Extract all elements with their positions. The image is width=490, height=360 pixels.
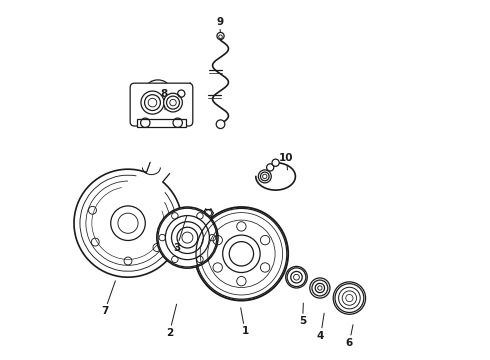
- Text: 3: 3: [173, 216, 187, 253]
- FancyBboxPatch shape: [130, 83, 193, 126]
- Text: 5: 5: [299, 303, 306, 326]
- Text: 4: 4: [317, 313, 324, 341]
- Circle shape: [217, 32, 224, 40]
- Circle shape: [333, 282, 366, 314]
- Text: 1: 1: [241, 308, 248, 336]
- Text: 9: 9: [216, 17, 223, 37]
- Text: 8: 8: [160, 89, 168, 110]
- Text: 2: 2: [166, 304, 176, 338]
- Circle shape: [310, 278, 330, 298]
- Circle shape: [258, 170, 271, 183]
- Text: 10: 10: [279, 153, 294, 170]
- Circle shape: [272, 159, 279, 166]
- Bar: [137, 119, 186, 127]
- Circle shape: [141, 91, 164, 114]
- Text: 6: 6: [346, 325, 353, 348]
- Circle shape: [286, 266, 307, 288]
- Circle shape: [164, 93, 182, 112]
- Circle shape: [216, 120, 225, 129]
- Circle shape: [157, 207, 218, 268]
- Circle shape: [267, 164, 274, 171]
- Circle shape: [195, 207, 288, 301]
- Text: 7: 7: [101, 281, 116, 316]
